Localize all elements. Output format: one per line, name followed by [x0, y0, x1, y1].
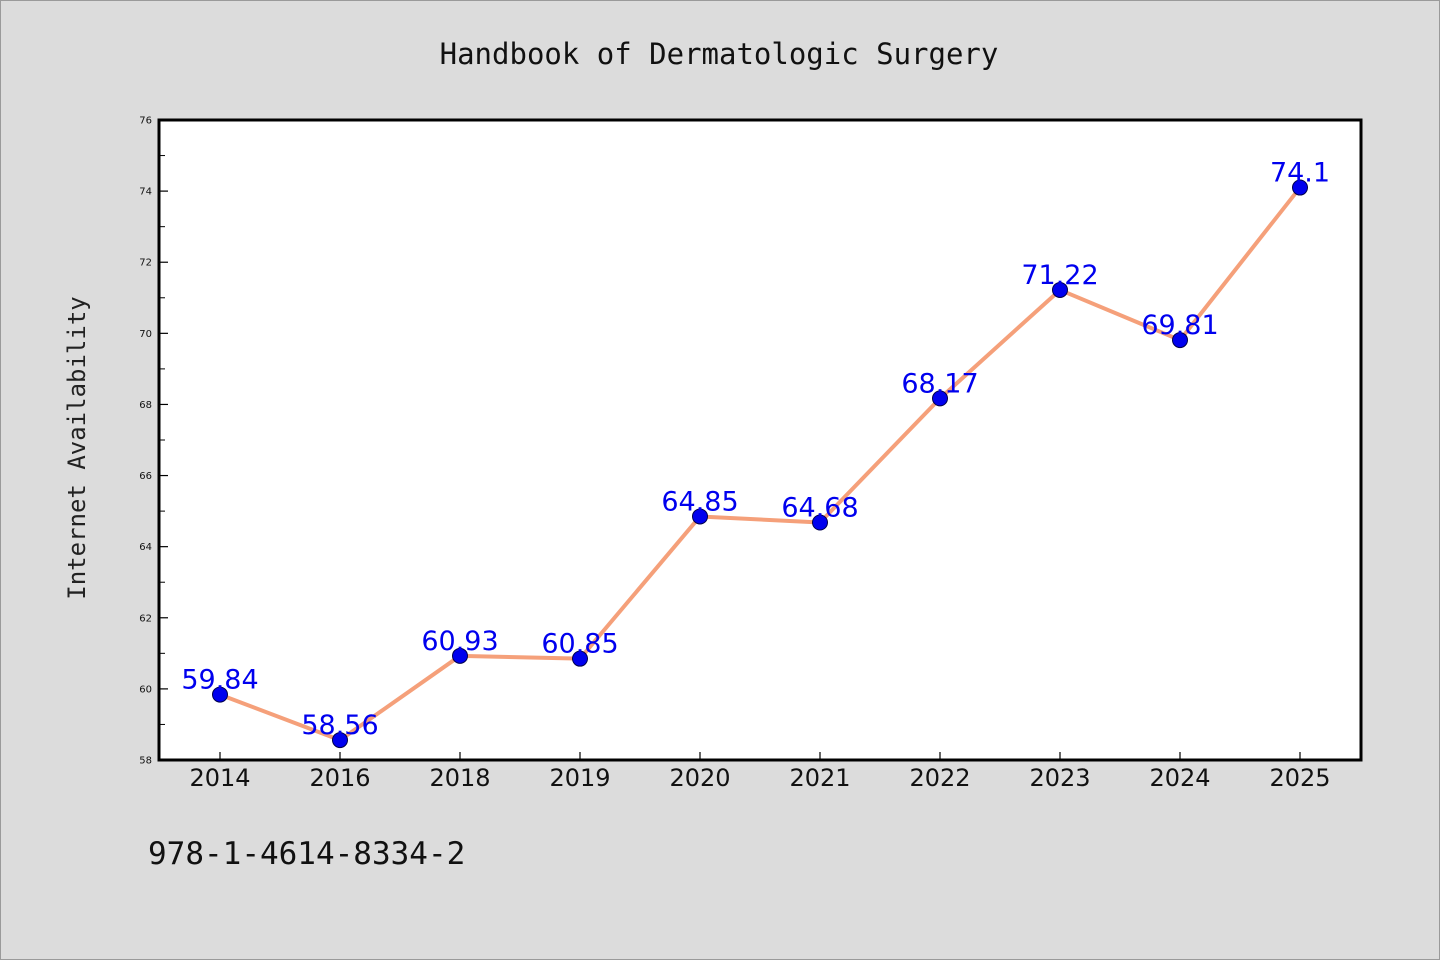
x-tick-label: 2016	[309, 764, 370, 792]
data-label: 58.56	[301, 710, 378, 741]
x-tick-label: 2025	[1269, 764, 1330, 792]
x-tick-label: 2019	[549, 764, 610, 792]
x-tick-label: 2020	[669, 764, 730, 792]
data-point-marker	[1292, 179, 1308, 196]
data-point-marker	[812, 514, 828, 531]
data-point-marker	[692, 508, 708, 525]
y-tick-label: 70	[139, 329, 152, 340]
y-axis-ticks: 58 60 62 64 66 68 70 72 74 76	[139, 116, 168, 767]
data-label: 64.85	[661, 486, 738, 517]
data-label: 64.68	[781, 492, 858, 523]
data-label: 74.1	[1270, 158, 1330, 189]
data-points	[212, 179, 1308, 749]
data-point-marker	[932, 390, 948, 407]
y-tick-label: 72	[139, 258, 152, 269]
data-point-marker	[212, 686, 228, 703]
y-tick-label: 74	[139, 187, 152, 198]
y-tick-label: 64	[139, 542, 152, 553]
data-point-marker	[332, 732, 348, 749]
data-label: 60.93	[421, 626, 498, 657]
series-line	[219, 186, 1302, 743]
data-point-marker	[1172, 332, 1188, 349]
data-label: 59.84	[181, 665, 258, 696]
x-tick-label: 2021	[789, 764, 850, 792]
y-tick-label: 62	[139, 613, 152, 624]
y-tick-label: 76	[139, 116, 152, 127]
x-tick-label: 2023	[1029, 764, 1090, 792]
data-label: 68.17	[901, 368, 978, 399]
x-tick-label: 2018	[429, 764, 490, 792]
data-point-marker	[572, 650, 588, 667]
data-label: 71.22	[1021, 260, 1098, 291]
x-tick-label: 2024	[1149, 764, 1210, 792]
chart-title: Handbook of Dermatologic Surgery	[440, 37, 999, 71]
y-tick-label: 68	[139, 400, 152, 411]
y-tick-label: 60	[139, 684, 152, 695]
data-point-marker	[1052, 281, 1068, 298]
x-tick-label: 2014	[189, 764, 250, 792]
series-line-group	[219, 186, 1302, 743]
x-tick-label: 2022	[909, 764, 970, 792]
y-axis-label: Internet Availability	[63, 296, 91, 599]
data-label: 60.85	[541, 629, 618, 660]
y-tick-label: 66	[139, 471, 152, 482]
isbn-text: 978-1-4614-8334-2	[148, 836, 465, 872]
data-point-marker	[452, 647, 468, 664]
data-labels: 59.84 58.56 60.93 60.85 64.85 64.68 68.17 71.22…	[181, 158, 1330, 742]
plot-area	[157, 118, 1363, 762]
data-label: 69.81	[1141, 310, 1218, 341]
y-tick-label: 58	[139, 756, 152, 767]
x-axis-ticks: 2014 2016 2018 2019 2020 2021 2022 2023 2024 2025	[189, 752, 1331, 792]
